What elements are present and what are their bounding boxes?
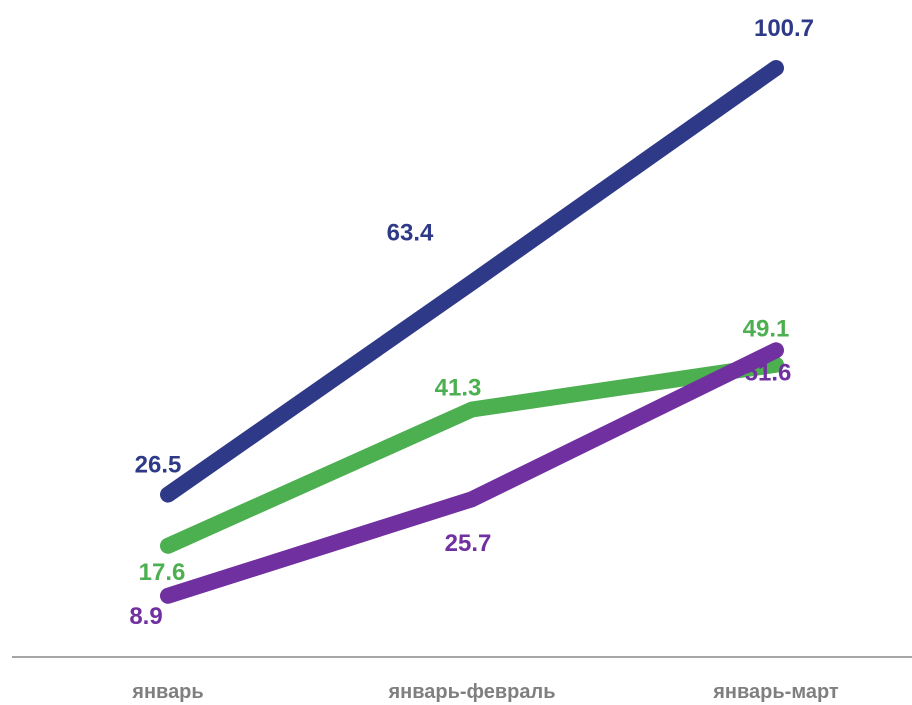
x-tick-label-1: январь: [131, 681, 203, 703]
data-label-series-3-2: 25.7: [445, 530, 492, 557]
data-label-series-1-3: 100.7: [754, 15, 814, 42]
data-label-layer: 26.5 63.4 100.7 17.6 41.3 49.1 8.9 25.7 51.6: [129, 15, 814, 630]
data-label-series-3-1: 8.9: [129, 603, 162, 630]
series-layer: [160, 60, 784, 604]
x-tick-layer: январь январь-февраль январь-март: [131, 681, 839, 703]
x-tick-label-2: январь-февраль: [387, 681, 555, 703]
data-label-series-2-1: 17.6: [139, 559, 186, 586]
data-label-series-3-3: 51.6: [745, 359, 792, 386]
data-label-series-1-2: 63.4: [387, 219, 434, 246]
data-label-series-2-2: 41.3: [435, 375, 482, 402]
series-line-1: [160, 60, 784, 503]
series-line-2: [160, 356, 784, 554]
data-label-series-2-3: 49.1: [743, 316, 790, 343]
x-tick-label-3: январь-март: [712, 681, 839, 703]
series-line-3: [160, 342, 784, 604]
data-label-series-1-1: 26.5: [135, 452, 182, 479]
